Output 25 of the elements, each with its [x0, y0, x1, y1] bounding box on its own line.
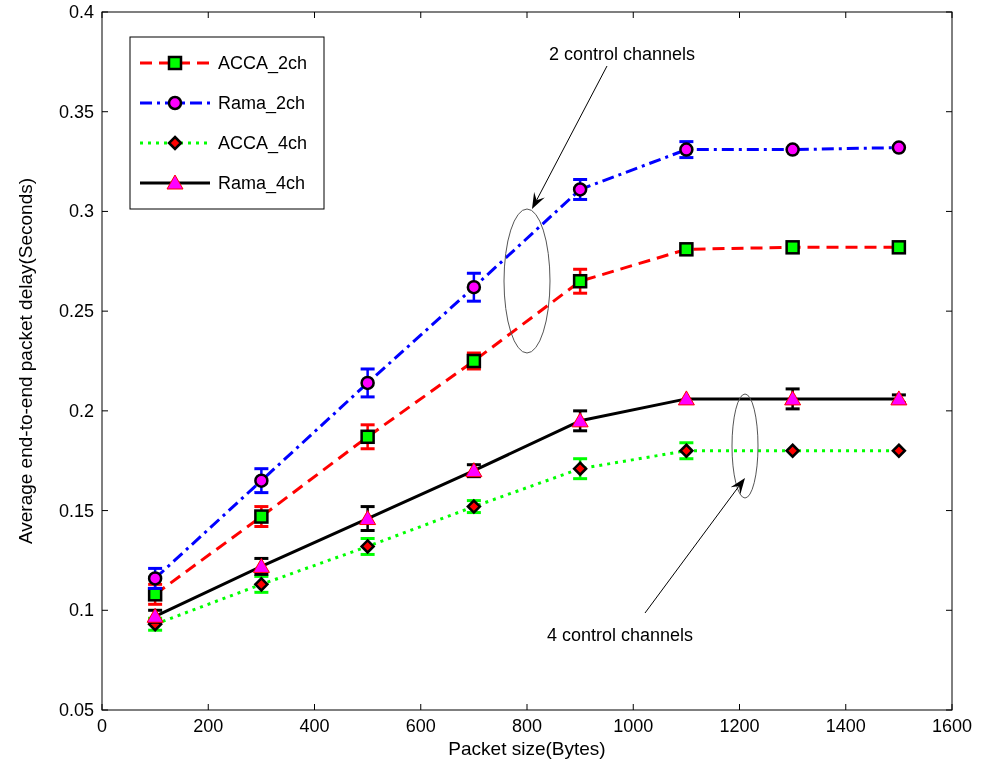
x-tick-label: 400	[299, 716, 330, 736]
y-tick-label: 0.2	[68, 400, 94, 421]
x-tick-label: 1600	[931, 716, 973, 736]
legend-label: Rama_2ch	[218, 93, 306, 114]
x-tick-label: 600	[405, 716, 436, 736]
y-tick-label: 0.4	[68, 2, 94, 22]
x-axis-title: Packet size(Bytes)	[448, 738, 606, 759]
y-tick-label: 0.15	[58, 500, 94, 521]
y-tick-label: 0.35	[58, 101, 94, 122]
y-tick-label: 0.3	[68, 201, 94, 222]
annotation: 2 control channels	[548, 44, 696, 64]
y-tick-label: 0.25	[58, 301, 94, 322]
legend-label: ACCA_4ch	[218, 133, 308, 154]
x-tick-label: 1200	[719, 716, 760, 736]
annotation: 4 control channels	[546, 625, 694, 645]
x-tick-label: 1400	[825, 716, 866, 736]
x-tick-label: 0	[96, 716, 108, 736]
x-tick-label: 800	[511, 716, 543, 736]
x-tick-label: 200	[193, 716, 224, 736]
y-axis-title: Average end-to-end packet delay(Seconds)	[15, 177, 36, 545]
y-tick-label: 0.05	[58, 700, 94, 720]
legend-label: ACCA_2ch	[218, 53, 308, 74]
y-tick-label: 0.1	[68, 600, 94, 621]
x-tick-label: 1000	[613, 716, 654, 736]
legend-label: Rama_4ch	[218, 173, 306, 194]
